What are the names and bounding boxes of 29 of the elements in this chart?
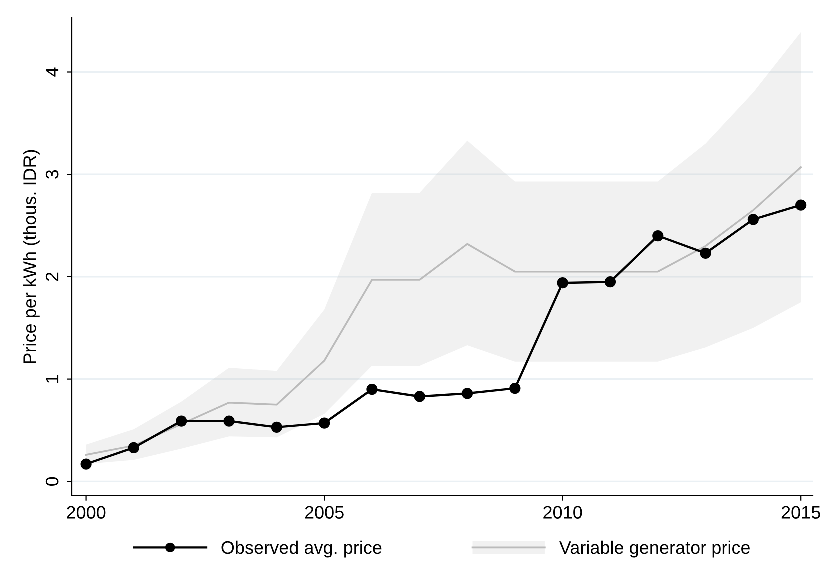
point	[652, 230, 664, 242]
y-tick-label: 4	[46, 68, 59, 77]
point	[748, 214, 759, 226]
point	[414, 391, 426, 402]
y-tick-label: 0	[46, 477, 59, 486]
point	[462, 388, 474, 400]
point	[700, 248, 712, 259]
point	[271, 422, 282, 433]
point	[319, 418, 330, 429]
y-axis-title: Price per kWh (thous. IDR)	[23, 150, 40, 364]
legend-label: Observed avg. price	[222, 540, 382, 558]
legend-label: Variable generator price	[559, 540, 750, 558]
y-tick-label: 1	[46, 375, 59, 383]
point	[176, 416, 188, 427]
y-tick-label: 3	[46, 170, 59, 179]
x-tick-label: 2005	[305, 506, 344, 519]
point	[510, 382, 521, 394]
point	[128, 442, 140, 454]
point	[604, 276, 616, 288]
point	[557, 278, 568, 289]
point	[224, 416, 235, 427]
x-tick-label: 2015	[782, 506, 820, 519]
line-series	[85, 166, 802, 456]
x-tick-label: 2010	[544, 506, 582, 519]
x-tick-label: 2000	[67, 506, 106, 519]
point	[796, 200, 807, 211]
point	[80, 458, 92, 470]
point	[366, 384, 378, 396]
y-tick-label: 2	[46, 272, 59, 282]
